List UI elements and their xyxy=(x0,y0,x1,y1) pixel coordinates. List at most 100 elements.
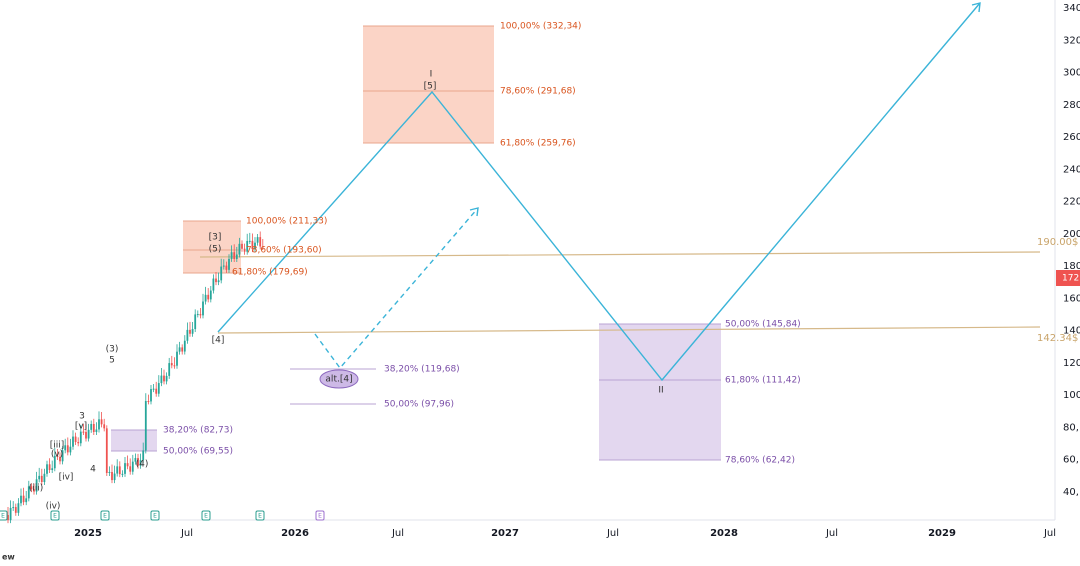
target-zone xyxy=(363,26,494,143)
candle-body xyxy=(64,445,67,451)
candle-body xyxy=(225,265,228,270)
candle-body xyxy=(215,278,217,283)
candle-body xyxy=(137,457,139,466)
candle-body xyxy=(14,507,17,513)
candle-body xyxy=(51,468,54,470)
candle-body xyxy=(118,466,121,475)
candle-body xyxy=(69,446,72,453)
candle-body xyxy=(178,347,181,352)
wave-label: 3 xyxy=(79,412,85,422)
wave-label: (3) xyxy=(106,345,119,355)
time-label: 2026 xyxy=(281,528,309,539)
candle-body xyxy=(22,495,25,503)
price-tag xyxy=(1056,270,1080,286)
fib-label: 61,80% (259,76) xyxy=(500,139,576,149)
wave-label: [4] xyxy=(212,336,225,346)
candle-body xyxy=(139,460,142,466)
candle-body xyxy=(202,301,204,316)
candle-body xyxy=(46,464,48,474)
candle-body xyxy=(7,515,9,521)
candle-body xyxy=(157,383,160,394)
wave-label: (iv) xyxy=(46,502,61,512)
fib-label: 78,60% (193,60) xyxy=(246,246,322,256)
wave-label: [5] xyxy=(424,82,437,92)
earnings-label: E xyxy=(258,513,262,520)
candle-body xyxy=(79,431,82,444)
candle-body xyxy=(176,351,178,366)
earnings-badge xyxy=(100,510,110,521)
fib-label: 50,00% (145,84) xyxy=(725,320,801,330)
wave-label: [3] xyxy=(209,233,222,243)
candle-body xyxy=(103,424,106,429)
candle-body xyxy=(256,237,259,243)
candle-body xyxy=(40,475,43,483)
fib-label: 61,80% (111,42) xyxy=(725,376,801,386)
wave-label: (4) xyxy=(136,460,149,470)
price-label: 120, xyxy=(1063,358,1080,369)
candle-body xyxy=(163,375,165,382)
candle-body xyxy=(43,473,46,483)
candle-body xyxy=(212,278,215,291)
wave-label: [iii] xyxy=(50,441,65,451)
candle-body xyxy=(183,340,186,352)
candle-body xyxy=(92,423,95,433)
candle-body xyxy=(209,290,212,300)
price-label: 160, xyxy=(1063,293,1080,304)
earnings-badge xyxy=(0,510,8,521)
candle-body xyxy=(87,429,90,439)
candle-body xyxy=(142,450,145,461)
earnings-label: E xyxy=(103,513,107,520)
candle-body xyxy=(204,294,207,302)
price-label: 340, xyxy=(1063,3,1080,14)
fib-label: 38,20% (119,68) xyxy=(384,365,460,375)
candle-body xyxy=(53,455,56,469)
candle-body xyxy=(9,507,12,521)
candle-body xyxy=(121,473,124,475)
price-label: 60, xyxy=(1063,455,1079,466)
price-label: 200, xyxy=(1063,229,1080,240)
candle-body xyxy=(170,363,173,366)
candle-body xyxy=(82,431,85,433)
candle-body xyxy=(74,436,77,443)
candle-body xyxy=(189,329,191,334)
price-label: 220 xyxy=(1063,197,1080,208)
candle-body xyxy=(150,389,152,402)
candle-body xyxy=(30,486,33,490)
candle-body xyxy=(124,463,126,474)
candle-body xyxy=(144,401,147,451)
footer: ew xyxy=(2,553,15,562)
candle-body xyxy=(230,252,233,259)
price-label: 180, xyxy=(1063,261,1080,272)
candle-body xyxy=(217,280,220,283)
candle-body xyxy=(134,457,137,462)
earnings-label: E xyxy=(204,513,208,520)
candle-body xyxy=(90,423,93,430)
candle-body xyxy=(56,455,59,458)
level-line xyxy=(199,251,1041,258)
candle-body xyxy=(20,495,22,504)
candle-body xyxy=(173,365,176,367)
wave-label: alt.[4] xyxy=(325,375,352,385)
candle-body xyxy=(66,445,69,453)
candle-body xyxy=(72,436,74,447)
price-label: 260, xyxy=(1063,132,1080,143)
support-zone xyxy=(599,324,721,460)
wave-label: II xyxy=(658,386,663,396)
alt-marker xyxy=(319,369,359,389)
time-label: 2025 xyxy=(74,528,102,539)
candle-body xyxy=(165,375,168,382)
time-label: Jul xyxy=(391,528,404,539)
price-label: 100, xyxy=(1063,390,1080,401)
price-label: 240, xyxy=(1063,164,1080,175)
candle-body xyxy=(241,243,243,249)
candle-body xyxy=(196,314,199,316)
earnings-badge xyxy=(315,510,325,521)
fib-label: 38,20% (82,73) xyxy=(163,426,233,436)
fib-label: 50,00% (97,96) xyxy=(384,400,454,410)
time-label: Jul xyxy=(180,528,193,539)
level-label: 190.00$ xyxy=(1037,237,1078,248)
earnings-label: E xyxy=(318,513,322,520)
fib-label: 100,00% (211,33) xyxy=(246,217,327,227)
candle-body xyxy=(85,431,87,439)
